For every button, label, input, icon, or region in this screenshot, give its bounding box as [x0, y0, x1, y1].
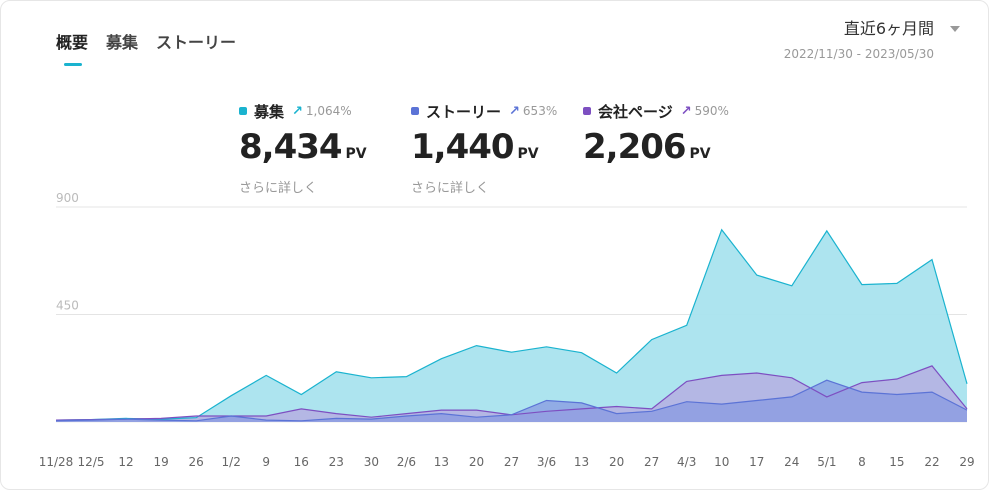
- tab-bar: 概要 募集 ストーリー: [56, 29, 254, 66]
- series-line: [55, 379, 968, 422]
- more-link[interactable]: さらに詳しく: [411, 181, 490, 196]
- x-tick-label: 11/28: [39, 455, 74, 469]
- x-tick-label: 12: [118, 455, 133, 469]
- x-tick-label: 17: [749, 455, 764, 469]
- tab-overview[interactable]: 概要: [56, 29, 88, 66]
- trend-up-icon: ↗: [292, 103, 303, 119]
- x-tick-label: 13: [574, 455, 589, 469]
- x-tick-label: 29: [959, 455, 974, 469]
- stat-name: 会社ページ: [598, 102, 673, 121]
- series-line: [55, 228, 968, 421]
- x-tick-label: 20: [609, 455, 624, 469]
- stat-value: 1,440: [411, 127, 515, 167]
- x-tick-label: 27: [644, 455, 659, 469]
- stat-name: ストーリー: [426, 102, 502, 121]
- series-area: [56, 380, 967, 422]
- range-label: 直近6ヶ月間: [843, 19, 934, 38]
- legend-swatch-recruitment: [239, 107, 247, 115]
- x-tick-label: 27: [504, 455, 519, 469]
- y-tick-label: 450: [56, 299, 79, 313]
- x-tick-label: 24: [784, 455, 799, 469]
- stat-recruitment: 募集 ↗ 1,064% 8,434 PV さらに詳しく: [239, 101, 411, 196]
- x-tick-label: 9: [262, 455, 270, 469]
- tab-recruitment[interactable]: 募集: [106, 33, 139, 52]
- x-tick-label: 4/3: [677, 455, 696, 469]
- x-tick-label: 12/5: [78, 455, 105, 469]
- range-dates: 2022/11/30 - 2023/05/30: [783, 47, 934, 61]
- x-tick-label: 8: [858, 455, 866, 469]
- x-tick-label: 13: [434, 455, 449, 469]
- more-link[interactable]: さらに詳しく: [239, 181, 318, 196]
- stat-story: ストーリー ↗ 653% 1,440 PV さらに詳しく: [411, 101, 583, 196]
- x-tick-label: 23: [329, 455, 344, 469]
- trend-up-icon: ↗: [680, 103, 692, 119]
- date-range: 直近6ヶ月間 2022/11/30 - 2023/05/30: [784, 15, 960, 61]
- stat-name: 募集: [254, 102, 285, 121]
- range-dropdown[interactable]: 直近6ヶ月間: [784, 15, 960, 39]
- trend-percent: 590%: [694, 104, 729, 118]
- legend-swatch-story: [411, 107, 419, 115]
- x-tick-label: 5/1: [817, 455, 836, 469]
- stats-summary: 募集 ↗ 1,064% 8,434 PV さらに詳しく ストーリー ↗ 653%…: [239, 101, 783, 196]
- trend-percent: 653%: [522, 104, 558, 118]
- x-tick-label: 30: [364, 455, 379, 469]
- y-tick-label: 900: [56, 191, 79, 205]
- tab-story[interactable]: ストーリー: [156, 33, 237, 52]
- x-tick-label: 26: [189, 455, 204, 469]
- stat-unit: PV: [689, 146, 711, 162]
- x-tick-label: 16: [294, 455, 309, 469]
- x-tick-label: 22: [924, 455, 939, 469]
- x-tick-label: 2/6: [397, 455, 416, 469]
- stat-unit: PV: [345, 146, 367, 162]
- x-tick-label: 10: [714, 455, 729, 469]
- x-tick-label: 20: [469, 455, 484, 469]
- stat-value: 2,206: [583, 127, 687, 167]
- stat-value: 8,434: [239, 127, 343, 167]
- legend-swatch-company: [583, 107, 591, 115]
- x-tick-label: 19: [153, 455, 168, 469]
- x-tick-label: 1/2: [222, 455, 241, 469]
- trend-up-icon: ↗: [509, 103, 520, 119]
- chevron-down-icon: [950, 26, 960, 32]
- x-tick-label: 15: [889, 455, 904, 469]
- trend-percent: 1,064%: [305, 104, 352, 118]
- x-tick-label: 3/6: [537, 455, 556, 469]
- stat-unit: PV: [517, 146, 539, 162]
- stat-company-page: 会社ページ ↗ 590% 2,206 PV: [583, 101, 783, 196]
